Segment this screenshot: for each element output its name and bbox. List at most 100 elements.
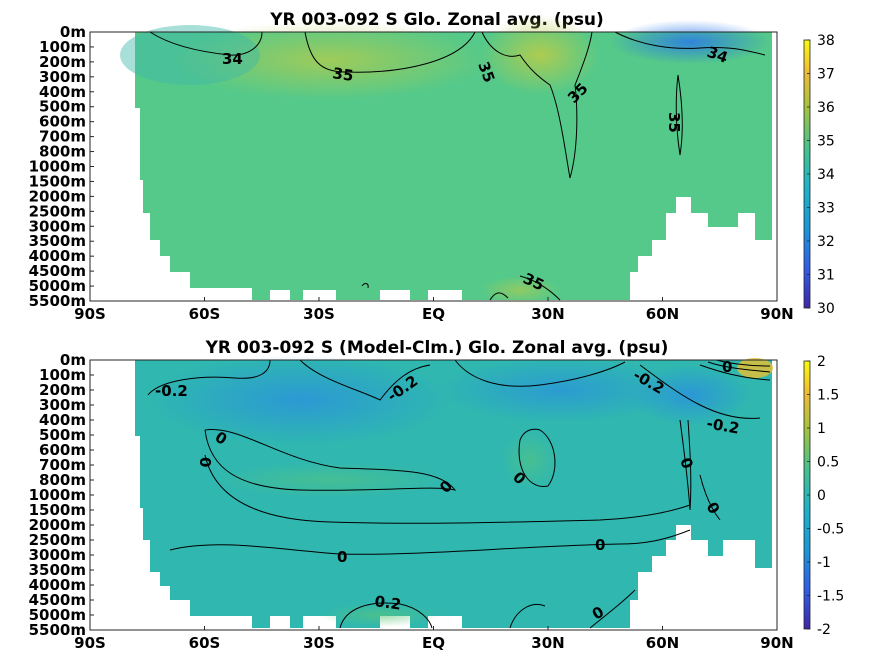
y-tick-label: 700m <box>39 128 86 146</box>
y-tick-label: 5000m <box>29 606 86 624</box>
panel-top-field <box>120 15 772 304</box>
contour-deep-b <box>509 604 546 629</box>
contour-arctic-tight <box>699 359 771 381</box>
y-tick-label: 400m <box>39 83 86 101</box>
x-tick-label: 30N <box>531 634 564 652</box>
x-tick-label: 30S <box>303 634 335 652</box>
colorbar-tick-label: 30 <box>817 301 835 317</box>
x-tick-label: 90N <box>760 305 793 323</box>
colorbar-tick-label: 0.5 <box>817 455 839 471</box>
colorbar-tick-label: 2 <box>817 354 826 370</box>
y-tick-label: 2500m <box>29 202 86 220</box>
y-tick-label: 100m <box>39 366 86 384</box>
panel-top-contours <box>149 31 766 301</box>
contour-0-mid <box>204 454 691 524</box>
panel-top: YR 003-092 S Glo. Zonal avg. (psu) 34 35… <box>29 10 835 323</box>
y-tick-label: 800m <box>39 471 86 489</box>
y-tick-label: 3500m <box>29 561 86 579</box>
panel-top-southern-fresh <box>120 25 260 85</box>
y-tick-label: 5000m <box>29 277 86 295</box>
contour-label: 0.2 <box>373 592 402 614</box>
contour-0-deep <box>169 529 691 555</box>
panel-bottom-positive-deep <box>320 603 440 627</box>
contour-label: 35 <box>331 64 354 85</box>
colorbar-tick-label: 38 <box>817 33 835 49</box>
panel-bottom-contours <box>147 359 771 629</box>
y-tick-label: 1500m <box>29 501 86 519</box>
x-tick-label: 90S <box>74 634 106 652</box>
colorbar-tick-label: 34 <box>817 167 835 183</box>
panel-top-deep-max <box>480 276 560 304</box>
contour-label: -0.2 <box>705 414 740 437</box>
contour-label: 0 <box>595 536 605 554</box>
contour-0-arctic-column <box>679 419 692 511</box>
panel-bottom-negative-north <box>440 358 680 422</box>
contour-35-deep-c <box>361 283 369 289</box>
y-tick-label: 300m <box>39 68 86 86</box>
contour-34-south <box>149 31 263 56</box>
y-tick-label: 3000m <box>29 217 86 235</box>
colorbar-tick-label: 33 <box>817 201 835 217</box>
contour-35-deep-a <box>489 292 509 301</box>
panel-bottom-x-axis: 90S 60S 30S EQ 30N 60N 90N <box>74 626 794 652</box>
contour-label: 0 <box>722 358 732 376</box>
colorbar-tick-label: 31 <box>817 268 835 284</box>
panel-top-y-axis: 0m100m200m300m400m500m600m700m800m1000m1… <box>29 23 94 310</box>
y-tick-label: 600m <box>39 113 86 131</box>
y-tick-label: 800m <box>39 143 86 161</box>
y-tick-label: 2500m <box>29 531 86 549</box>
y-tick-label: 1000m <box>29 486 86 504</box>
y-tick-label: 500m <box>39 98 86 116</box>
x-tick-label: 90S <box>74 305 106 323</box>
contour-34-north <box>614 31 766 56</box>
panel-top-subtropical-max-north <box>480 15 600 95</box>
panel-top-subtropical-max-south <box>170 20 490 100</box>
x-tick-label: 60S <box>189 305 221 323</box>
contour-neg02-arctic <box>639 364 761 419</box>
y-tick-label: 4500m <box>29 262 86 280</box>
y-tick-label: 200m <box>39 381 86 399</box>
colorbar-tick-label: 1.5 <box>817 388 839 404</box>
colorbar-tick-label: 0 <box>817 488 826 504</box>
panel-bottom-positive-north <box>500 430 560 490</box>
y-tick-label: 400m <box>39 411 86 429</box>
y-tick-label: 2000m <box>29 516 86 534</box>
x-tick-label: EQ <box>422 305 445 323</box>
panel-bottom-arctic-max <box>737 358 773 378</box>
contour-0-upper <box>204 429 457 491</box>
contour-35-arctic <box>675 74 683 156</box>
x-tick-label: 60S <box>189 634 221 652</box>
panel-top-x-axis: 90S 60S 30S EQ 30N 60N 90N <box>74 297 794 323</box>
contour-neg02-south <box>147 359 271 396</box>
y-tick-label: 4500m <box>29 591 86 609</box>
panel-bottom: YR 003-092 S (Model-Clm.) Glo. Zonal avg… <box>29 338 845 652</box>
y-tick-label: 200m <box>39 53 86 71</box>
x-tick-label: 30N <box>531 305 564 323</box>
contour-label: 0 <box>337 548 347 566</box>
y-tick-label: 300m <box>39 396 86 414</box>
y-tick-label: 3500m <box>29 232 86 250</box>
colorbar-tick-label: 36 <box>817 100 835 116</box>
contour-35-deep-b <box>519 275 561 301</box>
colorbar-tick-label: -1.5 <box>817 589 844 605</box>
y-tick-label: 4000m <box>29 247 86 265</box>
contour-02-deep <box>339 602 433 629</box>
x-tick-label: 90N <box>760 634 793 652</box>
colorbar-tick-label: 1 <box>817 421 826 437</box>
contour-35-south <box>304 31 476 73</box>
contour-0-north-closed <box>518 428 556 487</box>
panel-bottom-y-axis: 0m100m200m300m400m500m600m700m800m1000m1… <box>29 351 94 639</box>
y-tick-label: 700m <box>39 456 86 474</box>
colorbar-tick-label: -0.5 <box>817 522 844 538</box>
panel-top-salinity-field <box>135 32 772 300</box>
x-tick-label: 60N <box>646 634 679 652</box>
y-tick-label: 4000m <box>29 576 86 594</box>
y-tick-label: 2000m <box>29 187 86 205</box>
contour-neg02-mid <box>299 359 431 401</box>
panel-bottom-field <box>135 355 773 628</box>
contour-0-arctic-b <box>699 474 721 521</box>
panel-top-arctic-fresh <box>610 20 770 64</box>
contour-label: 35 <box>665 112 683 133</box>
x-tick-label: 30S <box>303 305 335 323</box>
y-tick-label: 0m <box>60 23 86 41</box>
